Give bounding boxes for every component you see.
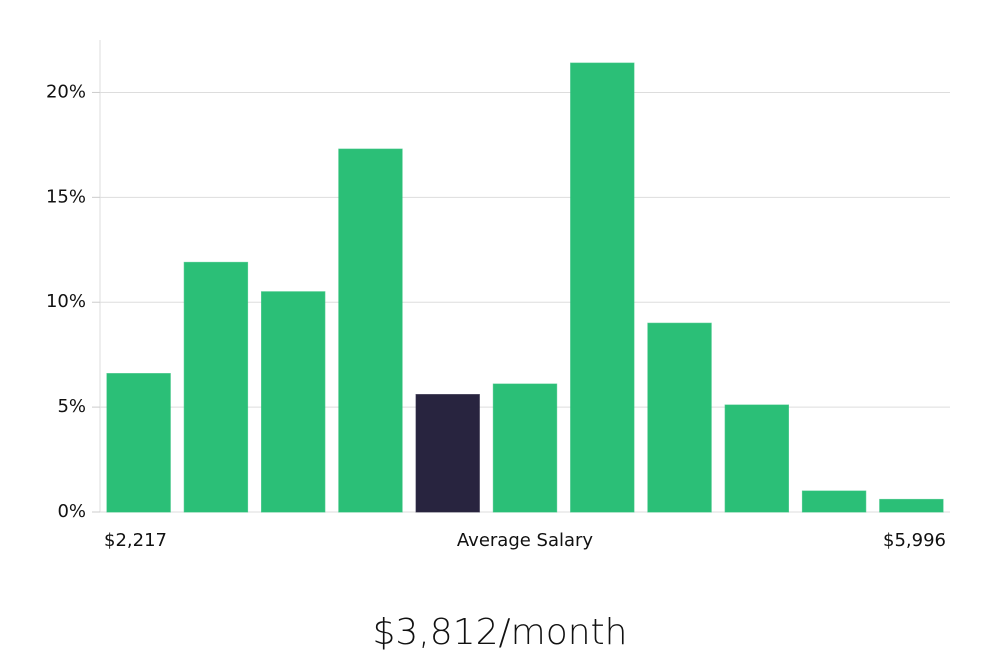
- y-tick-label: 5%: [57, 396, 86, 417]
- bar: [724, 404, 789, 513]
- bar: [801, 490, 867, 513]
- x-axis-label: Average Salary: [457, 530, 594, 551]
- bar: [492, 383, 558, 513]
- x-max-label: $5,996: [883, 530, 946, 551]
- y-tick-label: 15%: [46, 186, 86, 207]
- bar: [570, 62, 635, 513]
- y-tick-label: 0%: [57, 501, 86, 522]
- y-tick-label: 10%: [46, 291, 86, 312]
- bar: [647, 322, 712, 513]
- x-min-label: $2,217: [104, 530, 167, 551]
- summary: $3,812/month: [373, 612, 628, 653]
- bar: [106, 373, 171, 513]
- bar: [338, 148, 403, 513]
- y-tick-label: 20%: [46, 81, 86, 102]
- bar: [415, 394, 480, 513]
- bar: [261, 291, 326, 513]
- bar: [879, 498, 944, 513]
- bar: [183, 261, 249, 513]
